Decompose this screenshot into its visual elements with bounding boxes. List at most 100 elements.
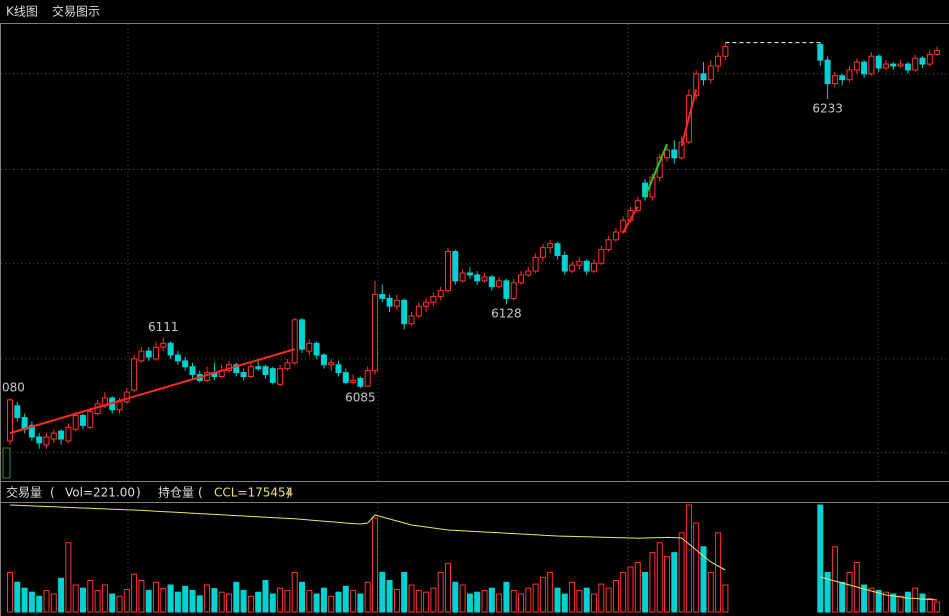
candle-body <box>291 319 298 364</box>
volume-bar <box>138 580 145 613</box>
candle-body <box>408 315 415 325</box>
candle-body <box>277 368 284 385</box>
volume-bar <box>357 593 364 613</box>
candle-body <box>306 342 313 352</box>
volume-bar <box>350 589 357 613</box>
candle-body <box>583 260 590 272</box>
price-annotation: 6128 <box>491 307 522 321</box>
volume-bar <box>7 571 13 613</box>
volume-bar <box>101 584 108 613</box>
volume-bar <box>87 580 94 613</box>
volume-bar <box>306 589 313 613</box>
volume-bar <box>554 587 561 613</box>
candle-body <box>284 362 291 370</box>
candle-body <box>372 293 378 372</box>
volume-bar <box>503 581 510 613</box>
volume-bar <box>218 591 225 613</box>
candle-body <box>28 424 35 438</box>
volume-bar <box>861 584 868 613</box>
volume-bar <box>583 587 590 613</box>
price-annotation: 6085 <box>345 391 376 405</box>
candle-body <box>846 69 853 81</box>
volume-bar <box>423 591 430 613</box>
candle-body <box>576 260 583 266</box>
candle-body <box>36 436 43 444</box>
volume-bar <box>868 587 875 613</box>
candle-body <box>80 415 86 426</box>
candle-body <box>386 297 393 307</box>
candle-body <box>634 200 641 212</box>
candle-body <box>539 247 546 258</box>
trend-line <box>9 348 295 435</box>
candle-body <box>7 399 13 442</box>
volume-readout: Vol=221.00 <box>65 486 135 500</box>
candle-body <box>897 63 904 67</box>
tab[interactable]: K线图 <box>6 5 38 19</box>
volume-bar <box>189 589 196 613</box>
candle-body <box>853 61 860 71</box>
candle-body <box>379 293 386 299</box>
volume-bar <box>678 532 685 613</box>
volume-bar <box>883 591 889 613</box>
volume-bar <box>80 587 86 613</box>
volume-bar <box>379 571 386 613</box>
candle-body <box>240 372 247 378</box>
volume-bar <box>299 581 305 613</box>
volume-bar <box>226 593 232 613</box>
volume-bar <box>547 571 554 613</box>
candle-body <box>189 366 196 376</box>
candle-body <box>87 411 94 428</box>
candle-body <box>839 75 846 81</box>
volume-bar <box>320 587 327 613</box>
volume-bar <box>145 589 152 613</box>
volume-bar <box>518 593 524 613</box>
volume-bar <box>466 593 473 613</box>
candle-body <box>153 346 159 360</box>
candle-body <box>707 65 714 81</box>
volume-bar <box>904 591 911 613</box>
candle-body <box>445 251 451 292</box>
volume-bar <box>481 589 488 613</box>
volume-bar <box>839 581 846 613</box>
candle-body <box>401 299 408 325</box>
candle-body <box>875 55 882 69</box>
volume-bar <box>123 589 130 613</box>
price-annotation: 6111 <box>148 320 179 334</box>
volume-bar <box>153 581 159 613</box>
candle-body <box>890 63 897 67</box>
candle-body <box>233 364 240 374</box>
candle-body <box>328 362 335 366</box>
tab[interactable]: 交易图示 <box>52 4 100 19</box>
volume-bar <box>401 571 408 613</box>
candle-body <box>437 290 444 297</box>
volume-bar <box>131 573 138 613</box>
volume-bar <box>919 593 926 613</box>
volume-bar <box>247 595 254 613</box>
volume-bar <box>634 562 641 613</box>
volume-bar <box>459 584 466 613</box>
volume-bar <box>890 593 897 613</box>
candle-body <box>247 366 254 378</box>
volume-bar <box>642 571 649 613</box>
volume-bar <box>408 584 415 613</box>
candle-body <box>269 368 276 383</box>
candle-body <box>722 45 729 57</box>
candle-body <box>65 426 72 442</box>
volume-bar <box>313 593 320 613</box>
volume-bar <box>934 601 941 613</box>
candle-body <box>831 75 838 85</box>
volume-bar <box>430 587 437 613</box>
volume-bar <box>831 546 838 613</box>
oi-readout: CCL=175454 <box>214 486 293 500</box>
candle-body <box>299 319 305 350</box>
candle-body <box>598 249 605 264</box>
volume-bar <box>364 581 371 613</box>
paren: ( <box>198 486 203 500</box>
volume-bar <box>671 552 678 613</box>
candle-body <box>452 251 459 282</box>
candle-body <box>868 55 875 75</box>
volume-bar <box>182 585 189 613</box>
volume-bar <box>685 504 692 613</box>
volume-title: 交易量 <box>6 485 42 500</box>
price-annotation: 6233 <box>812 102 843 116</box>
